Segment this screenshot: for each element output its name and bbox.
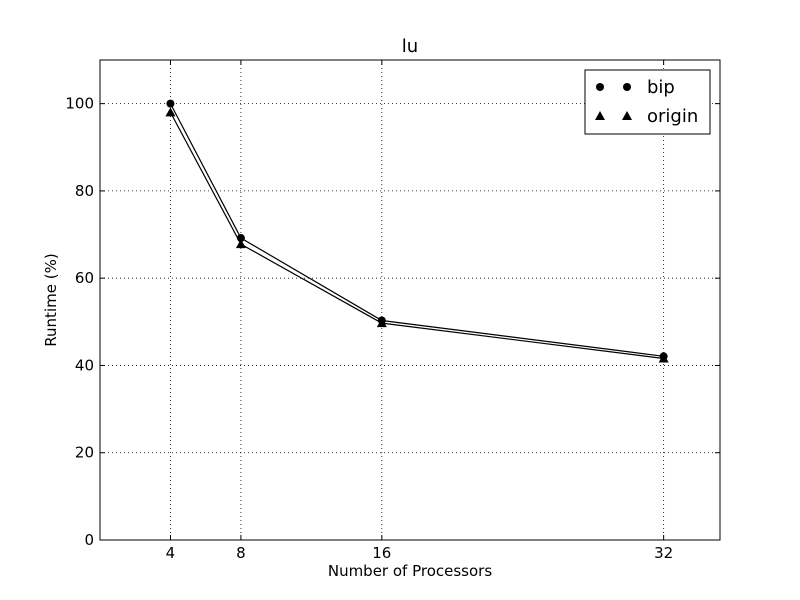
data-point-origin xyxy=(235,239,246,249)
plot-frame xyxy=(99,59,721,541)
y-tick-label: 40 xyxy=(75,356,94,374)
x-tick-label: 4 xyxy=(166,544,176,562)
series-line-origin xyxy=(169,112,664,360)
chart-title: lu xyxy=(402,36,418,57)
legend-label-origin: origin xyxy=(647,106,698,127)
y-tick-label: 80 xyxy=(75,182,94,200)
data-point-origin xyxy=(165,107,176,117)
legend-marker-bip xyxy=(596,83,604,91)
data-point-origin xyxy=(376,318,387,328)
y-axis-label: Runtime (%) xyxy=(42,253,60,346)
legend-box xyxy=(584,69,711,135)
series-line-bip xyxy=(169,103,664,357)
series-layer xyxy=(165,99,669,363)
legend-marker-bip xyxy=(623,83,631,91)
legend-item-origin: origin xyxy=(595,106,698,127)
ticks: 4 8 16 32 0 20 40 60 80 100 xyxy=(65,60,720,562)
legend-label-bip: bip xyxy=(647,77,675,98)
series-origin xyxy=(165,107,669,363)
legend-marker-origin xyxy=(595,111,605,120)
x-tick-label: 16 xyxy=(372,544,391,562)
y-tick-label: 20 xyxy=(75,444,94,462)
y-tick-label: 100 xyxy=(65,95,94,113)
y-tick-label: 60 xyxy=(75,269,94,287)
legend: bip origin xyxy=(584,69,711,135)
y-tick-label: 0 xyxy=(84,531,94,549)
legend-marker-origin xyxy=(622,111,632,120)
data-point-origin xyxy=(658,353,669,363)
data-point-bip xyxy=(166,99,175,108)
x-axis-label: Number of Processors xyxy=(328,562,492,580)
legend-item-bip: bip xyxy=(596,77,675,98)
x-tick-label: 32 xyxy=(654,544,673,562)
x-tick-label: 8 xyxy=(236,544,246,562)
